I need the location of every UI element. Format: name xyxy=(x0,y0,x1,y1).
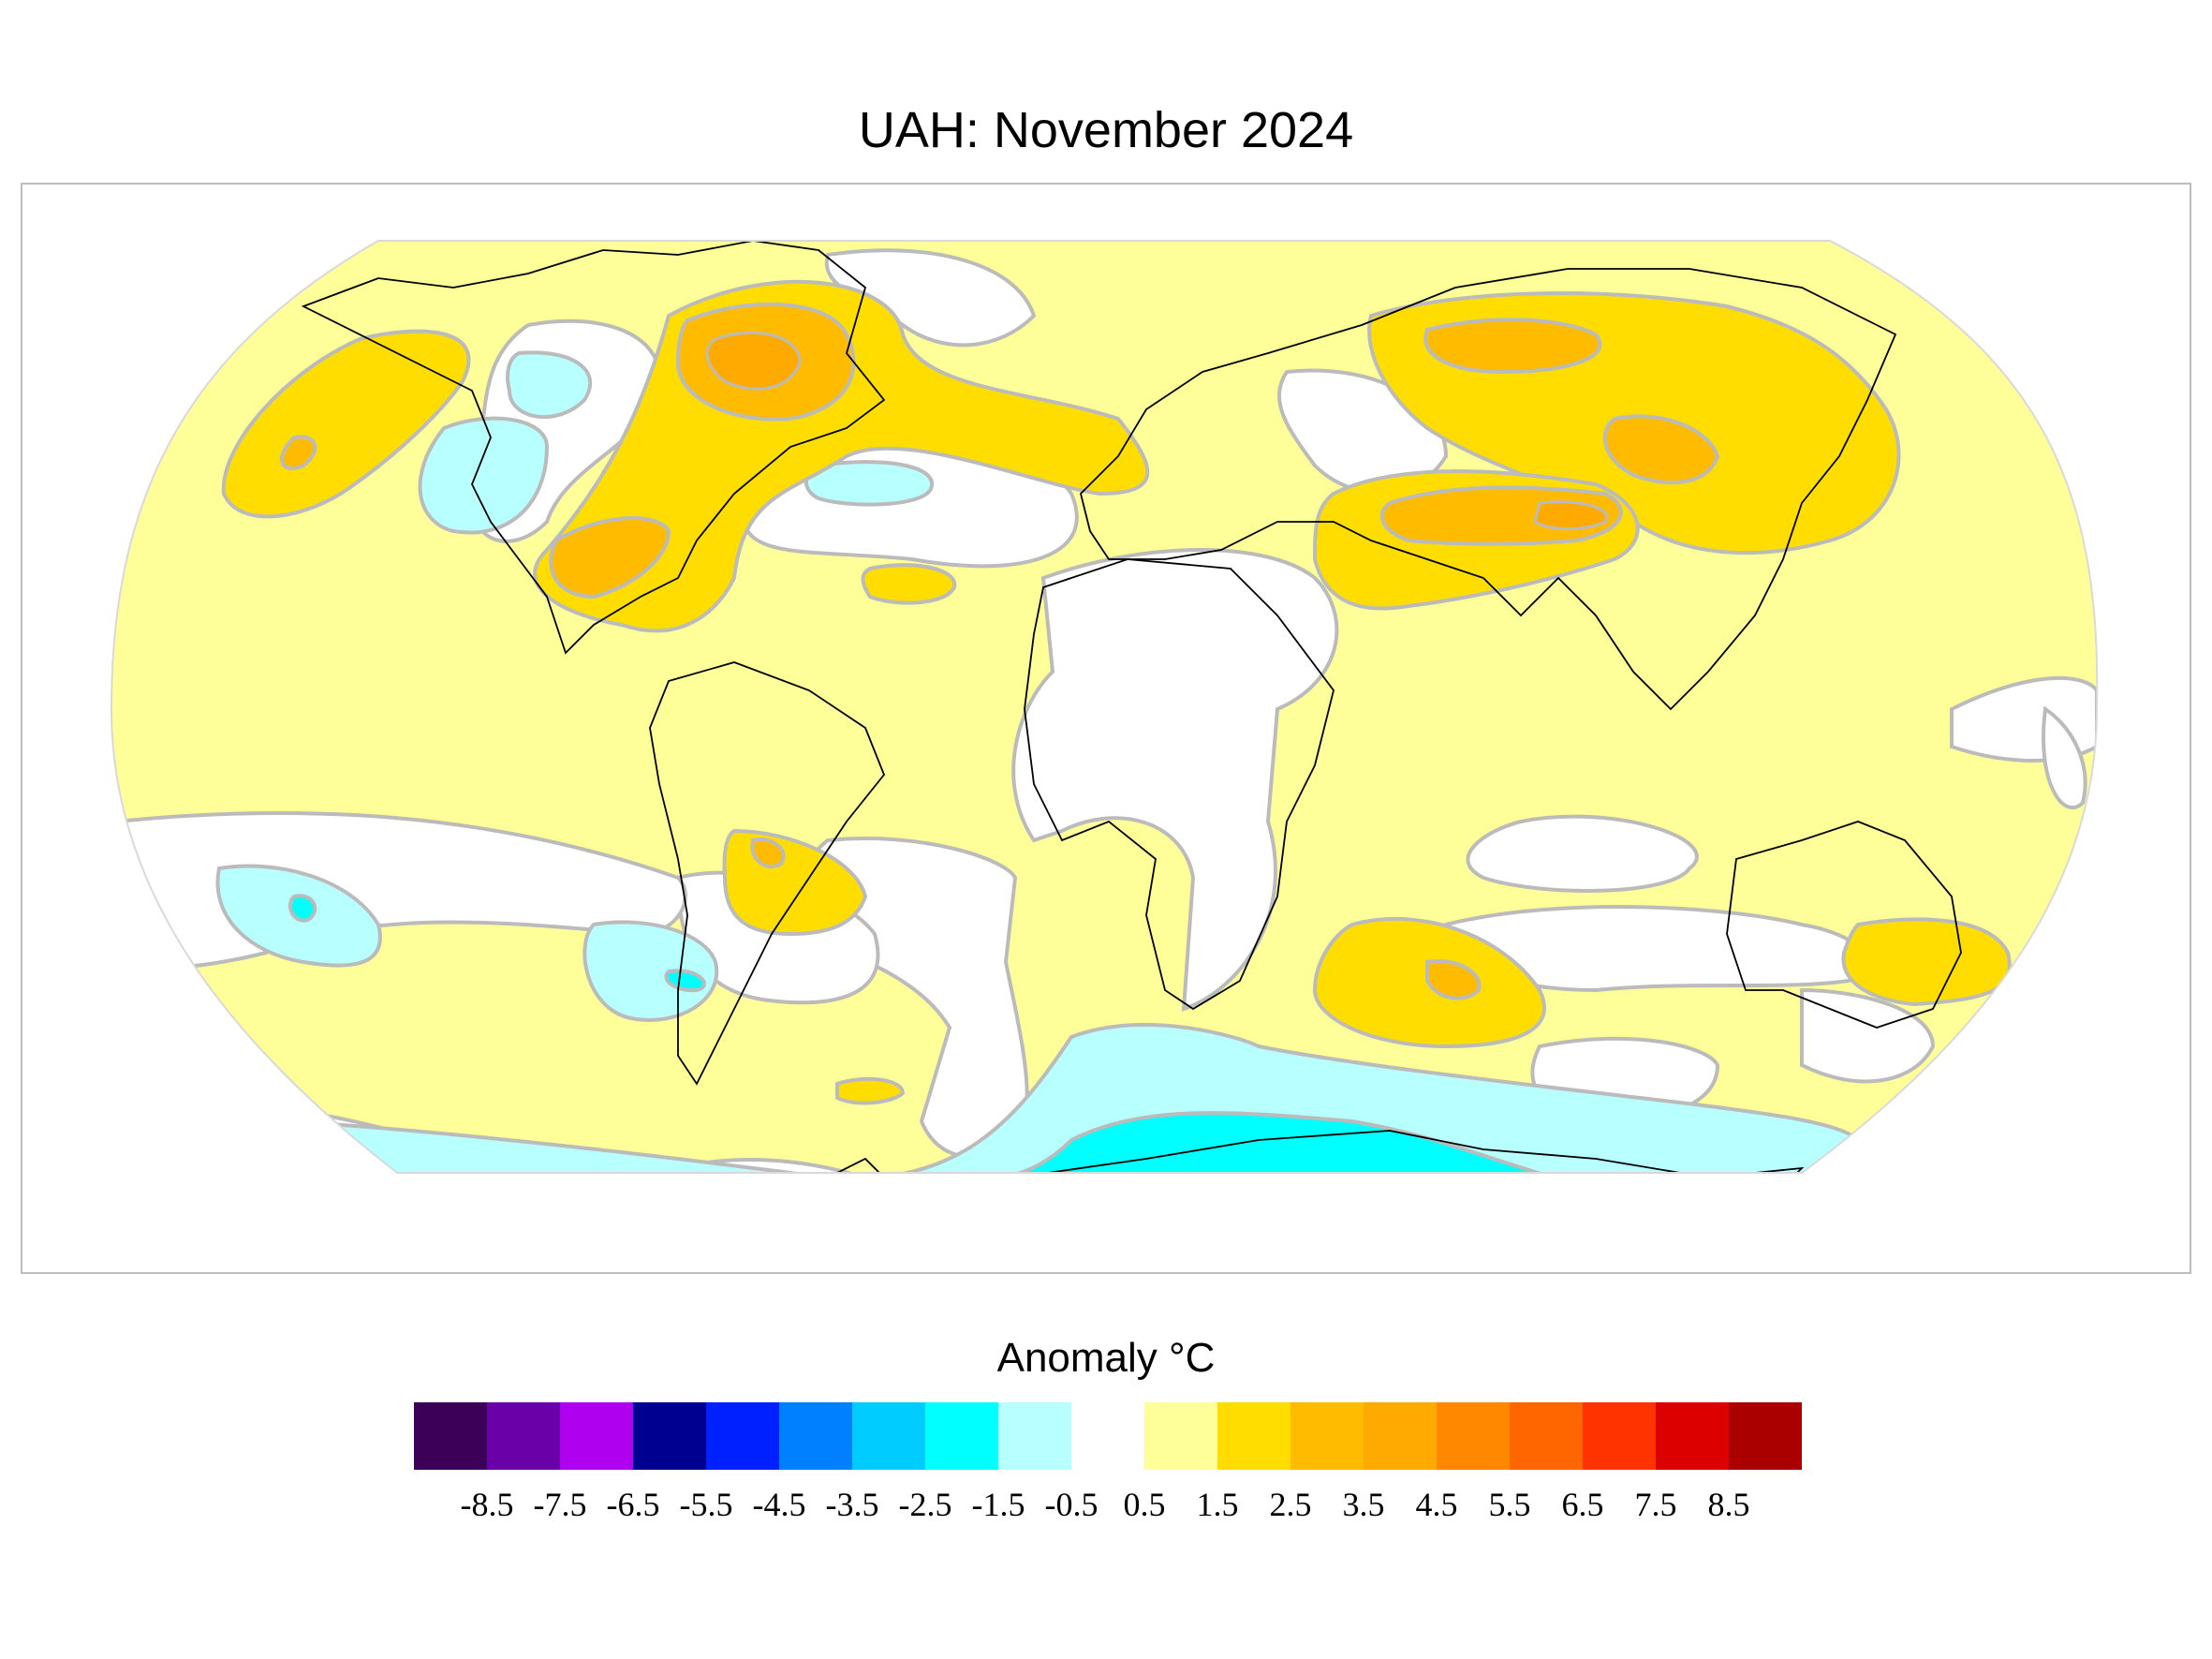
warm-region-argentina-core xyxy=(750,837,786,869)
warm-region-southern-atlantic xyxy=(835,1076,906,1105)
warm-region-mongolia xyxy=(1602,414,1720,485)
warm-region-alaska-core xyxy=(280,435,317,471)
legend-swatch xyxy=(1656,1402,1729,1470)
neutral-region-africa xyxy=(1011,548,1339,1012)
legend-tick-label: -8.5 xyxy=(460,1486,514,1523)
globe-outline xyxy=(110,240,2099,1174)
warm-region-australia xyxy=(1841,917,2012,1007)
coastlines xyxy=(301,241,1962,1173)
cool-region-atlantic xyxy=(804,460,935,507)
neutral-region-tasman xyxy=(1800,987,1936,1084)
anomaly-map xyxy=(110,240,2099,1272)
neutral-region-arabian-sea xyxy=(1466,814,1699,893)
legend-tick-label: -3.5 xyxy=(825,1486,879,1523)
neutral-region-southern-indian xyxy=(1465,1178,2096,1272)
legend-swatch xyxy=(1364,1402,1437,1470)
warm-region-west-siberia xyxy=(1423,318,1602,375)
antarctica-outline xyxy=(565,1130,1805,1173)
legend-swatch xyxy=(706,1402,779,1470)
warm-region-alaska xyxy=(221,329,471,519)
legend-tick-label: 1.5 xyxy=(1196,1486,1239,1523)
legend-tick-label: -5.5 xyxy=(679,1486,733,1523)
legend-tick-label: -6.5 xyxy=(606,1486,660,1523)
legend-swatch xyxy=(560,1402,633,1470)
cool-region-south-pacific-core xyxy=(288,894,317,923)
cool-region-chile-core xyxy=(664,969,706,993)
legend-swatch xyxy=(633,1402,706,1470)
africa-outline xyxy=(1024,558,1335,1011)
legend-tick-label: 4.5 xyxy=(1415,1486,1458,1523)
legend-tick-label: -0.5 xyxy=(1044,1486,1099,1523)
south-america-outline xyxy=(649,661,886,1086)
cool-regions-2 xyxy=(111,894,2098,1173)
legend-title: Anomaly °C xyxy=(996,1335,1216,1381)
legend-tick-label: 5.5 xyxy=(1488,1486,1531,1523)
legend-tick-label: 8.5 xyxy=(1707,1486,1750,1523)
legend-swatch xyxy=(779,1402,852,1470)
warm-region-south-indian-core xyxy=(1425,959,1482,1000)
cool-region-west-coast xyxy=(418,416,550,535)
warm-region-central-us xyxy=(549,516,671,600)
warm-regions-4 xyxy=(705,331,1608,530)
warm-region-mid-atlantic xyxy=(861,563,957,605)
legend-tick-label: 7.5 xyxy=(1634,1486,1677,1523)
australia-outline xyxy=(1726,821,1962,1029)
legend-swatch xyxy=(852,1402,925,1470)
legend-swatch xyxy=(1510,1402,1583,1470)
legend-swatch xyxy=(1290,1402,1364,1470)
legend-tick-label: 0.5 xyxy=(1123,1486,1166,1523)
legend-swatch xyxy=(1217,1402,1290,1470)
color-legend-bar xyxy=(414,1402,1802,1470)
legend-tick-label: -4.5 xyxy=(752,1486,806,1523)
neutral-region-far-east xyxy=(2042,705,2087,810)
north-america-outline xyxy=(301,241,886,655)
map-frame xyxy=(21,183,2191,1274)
anomaly-fields xyxy=(111,241,2098,1272)
legend-swatch xyxy=(1583,1402,1656,1470)
legend-swatch xyxy=(414,1402,487,1470)
warm-region-hudson-core xyxy=(705,331,802,391)
legend-tick-label: -2.5 xyxy=(898,1486,952,1523)
cool-region-wilkes-core xyxy=(1615,1240,1755,1272)
map-title: UAH: November 2024 xyxy=(858,102,1354,158)
legend-swatch xyxy=(998,1402,1071,1470)
cool-regions-3 xyxy=(453,1224,1755,1272)
legend-tick-label: -7.5 xyxy=(533,1486,587,1523)
legend-tick-label: 3.5 xyxy=(1342,1486,1385,1523)
legend-tick-label: 6.5 xyxy=(1561,1486,1604,1523)
legend-swatch xyxy=(1437,1402,1510,1470)
legend-swatch xyxy=(1071,1402,1144,1470)
eurasia-outline xyxy=(1080,268,1897,711)
warm-region-central-asia-core xyxy=(1533,500,1608,530)
cool-region-antarctica xyxy=(111,1111,2098,1173)
cool-region-alaska xyxy=(506,350,592,420)
legend-swatch xyxy=(487,1402,560,1470)
neutral-region-indian-ocean xyxy=(1443,905,1868,993)
legend-tick-label: -1.5 xyxy=(971,1486,1025,1523)
legend-swatch xyxy=(925,1402,998,1470)
legend-swatch xyxy=(1144,1402,1217,1470)
legend-swatch xyxy=(1729,1402,1802,1470)
cool-region-ross-core xyxy=(453,1224,686,1272)
legend-tick-label: 2.5 xyxy=(1269,1486,1312,1523)
